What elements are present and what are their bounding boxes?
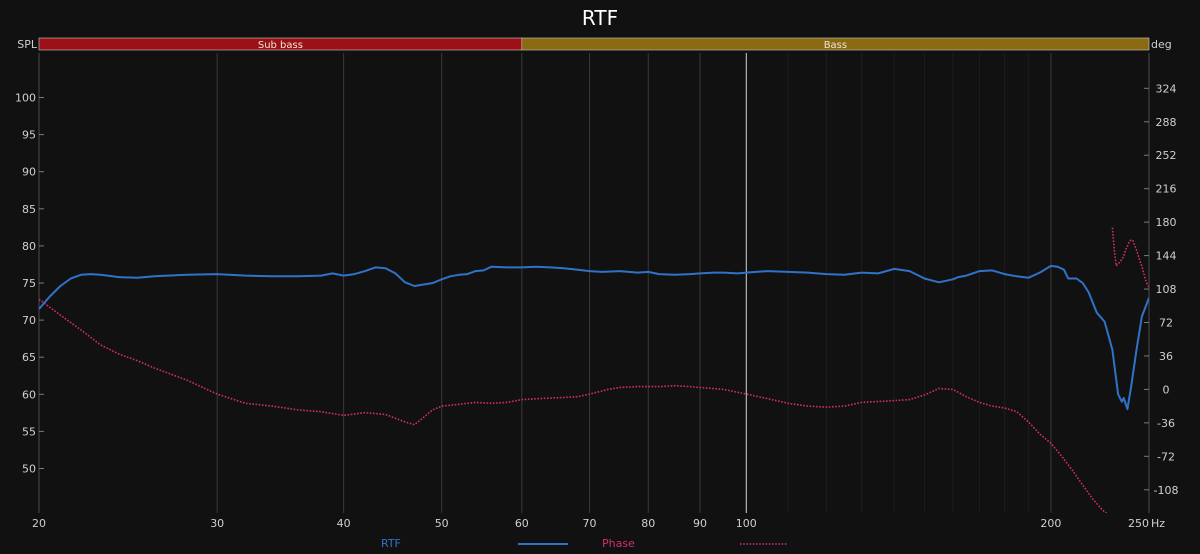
y-tick-60: 60 xyxy=(22,388,36,401)
y-tick-90: 90 xyxy=(22,166,36,179)
y2-tick-36: 36 xyxy=(1159,350,1173,363)
chart-title: RTF xyxy=(582,6,618,30)
band-1 xyxy=(521,37,1150,51)
x-tick-50: 50 xyxy=(435,517,449,530)
x-axis-unit: Hz xyxy=(1151,517,1165,530)
x-tick-60: 60 xyxy=(515,517,529,530)
legend-label-phase: Phase xyxy=(602,537,635,550)
y-tick-95: 95 xyxy=(22,129,36,142)
right-axis-label: deg xyxy=(1151,38,1172,51)
grid xyxy=(38,53,1150,513)
y2-tick-216: 216 xyxy=(1156,183,1177,196)
y2-tick--72: -72 xyxy=(1157,450,1175,463)
y2-tick-324: 324 xyxy=(1156,82,1177,95)
y-tick-65: 65 xyxy=(22,351,36,364)
y2-tick-180: 180 xyxy=(1156,216,1177,229)
y-tick-50: 50 xyxy=(22,462,36,475)
x-tick-100: 100 xyxy=(736,517,757,530)
series-phase-line-1 xyxy=(1111,227,1149,288)
y2-tick-108: 108 xyxy=(1156,283,1177,296)
legend: RTF Phase xyxy=(381,537,788,550)
y-tick-100: 100 xyxy=(15,92,36,105)
tick-labels: 20 30 40 50 60 70 80 90 100 200 250 50 55 60 65 70 75 80 8… xyxy=(15,82,1178,530)
y-tick-80: 80 xyxy=(22,240,36,253)
legend-label-rtf: RTF xyxy=(381,537,401,550)
y-tick-70: 70 xyxy=(22,314,36,327)
band-label-0: Sub bass xyxy=(258,40,303,51)
x-tick-80: 80 xyxy=(641,517,655,530)
x-tick-30: 30 xyxy=(210,517,224,530)
frequency-bands: Sub bass Bass xyxy=(38,37,1150,51)
y2-tick--36: -36 xyxy=(1157,417,1175,430)
y2-tick-0: 0 xyxy=(1163,383,1170,396)
y-tick-55: 55 xyxy=(22,425,36,438)
x-tick-20: 20 xyxy=(32,517,46,530)
x-tick-70: 70 xyxy=(583,517,597,530)
x-tick-200: 200 xyxy=(1040,517,1061,530)
x-tick-250: 250 xyxy=(1128,517,1149,530)
left-axis-label: SPL xyxy=(17,38,38,51)
x-tick-90: 90 xyxy=(693,517,707,530)
series-rtf-line-0 xyxy=(39,264,1149,411)
y2-tick-288: 288 xyxy=(1156,116,1177,129)
y-tick-75: 75 xyxy=(22,277,36,290)
series-lines xyxy=(39,227,1149,513)
series-phase-line-0 xyxy=(39,298,1108,513)
y2-tick-144: 144 xyxy=(1156,250,1177,263)
x-tick-40: 40 xyxy=(337,517,351,530)
y2-tick--108: -108 xyxy=(1154,484,1179,497)
y2-tick-72: 72 xyxy=(1159,316,1173,329)
band-label-1: Bass xyxy=(824,40,847,51)
y2-tick-252: 252 xyxy=(1156,149,1177,162)
y-tick-85: 85 xyxy=(22,203,36,216)
